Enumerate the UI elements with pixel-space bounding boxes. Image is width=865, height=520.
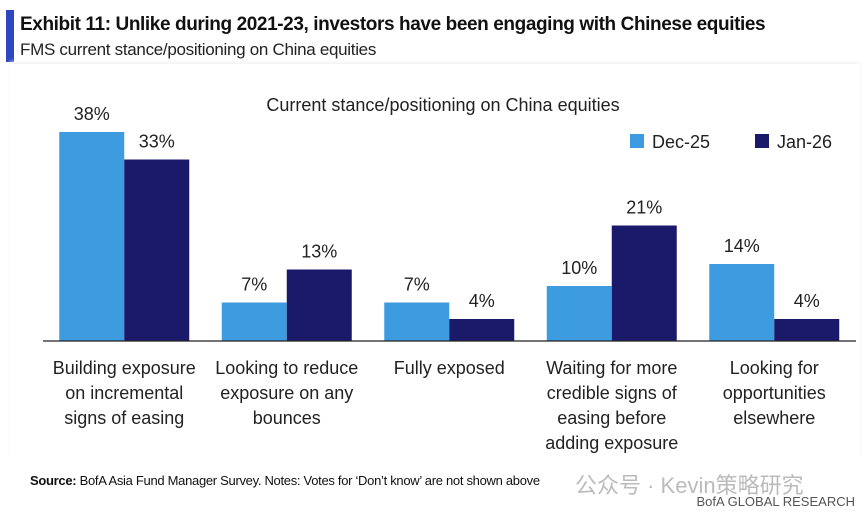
data-label: 10%	[561, 258, 597, 278]
category-label: Building exposure	[53, 358, 196, 378]
source-note: Source: BofA Asia Fund Manager Survey. N…	[30, 473, 540, 488]
data-label: 4%	[469, 291, 495, 311]
category-label: bounces	[253, 408, 321, 428]
exhibit-subtitle: FMS current stance/positioning on China …	[20, 40, 377, 59]
category-label: signs of easing	[64, 408, 184, 428]
bar-Jan-26-1	[286, 269, 352, 341]
legend-swatch-Dec-25	[630, 134, 644, 148]
category-label: exposure on any	[220, 383, 353, 403]
category-label: elsewhere	[733, 408, 815, 428]
bar-Dec-25-1	[221, 302, 287, 341]
category-label: Fully exposed	[394, 358, 505, 378]
category-label: on incremental	[65, 383, 183, 403]
source-text: BofA Asia Fund Manager Survey. Notes: Vo…	[76, 473, 540, 488]
data-label: 38%	[74, 104, 110, 124]
data-label: 4%	[794, 291, 820, 311]
category-label: credible signs of	[547, 383, 678, 403]
category-label: opportunities	[723, 383, 826, 403]
bar-Jan-26-2	[449, 319, 515, 341]
bar-Dec-25-4	[709, 264, 775, 341]
legend-label-Jan-26: Jan-26	[777, 132, 832, 152]
legend-label-Dec-25: Dec-25	[652, 132, 710, 152]
category-label: Looking for	[730, 358, 819, 378]
bar-Dec-25-3	[546, 286, 612, 341]
bar-Jan-26-4	[774, 319, 840, 341]
chart-title: Current stance/positioning on China equi…	[266, 95, 619, 115]
bar-Jan-26-3	[611, 225, 677, 341]
bar-Jan-26-0	[124, 159, 190, 341]
data-label: 14%	[724, 236, 760, 256]
category-label: Waiting for more	[546, 358, 677, 378]
category-label: adding exposure	[545, 433, 678, 453]
legend-swatch-Jan-26	[755, 134, 769, 148]
data-label: 13%	[301, 242, 337, 262]
source-label: Source:	[30, 473, 77, 488]
accent-bar	[6, 10, 14, 62]
category-label: easing before	[557, 408, 666, 428]
data-label: 21%	[626, 198, 662, 218]
data-label: 7%	[404, 275, 430, 295]
bar-Dec-25-0	[59, 132, 125, 341]
data-label: 7%	[241, 275, 267, 295]
data-label: 33%	[139, 132, 175, 152]
category-label: Looking to reduce	[215, 358, 358, 378]
exhibit-title: Exhibit 11: Unlike during 2021-23, inves…	[20, 14, 766, 35]
bar-Dec-25-2	[384, 302, 450, 341]
watermark: 公众号 · Kevin策略研究	[575, 473, 804, 498]
brand-label: BofA GLOBAL RESEARCH	[696, 494, 855, 509]
